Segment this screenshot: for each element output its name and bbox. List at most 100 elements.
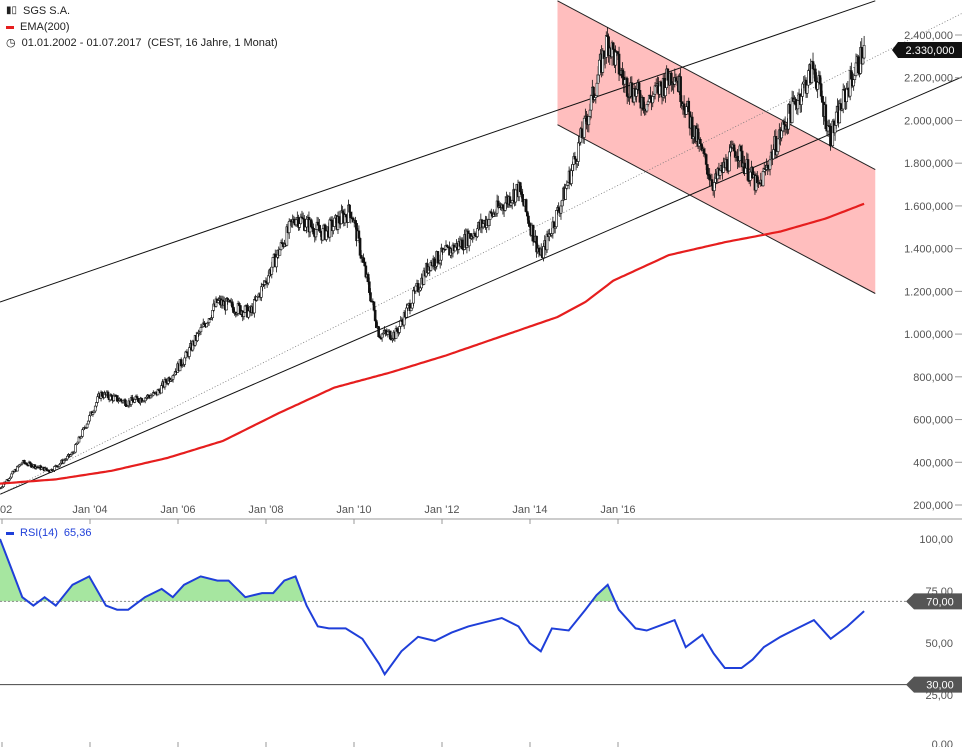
- candle-body: [637, 82, 641, 91]
- candle-body: [528, 223, 531, 227]
- x-tick-label: Jan '16: [600, 504, 635, 516]
- candle-body: [333, 217, 336, 227]
- candle-body: [325, 230, 328, 240]
- rsi-level-tag: [906, 676, 962, 693]
- candle-body: [292, 218, 296, 224]
- price-tick-label: 200,000: [913, 500, 953, 512]
- down-channel-lower-line: [557, 124, 876, 294]
- candle-body: [309, 219, 313, 228]
- candle-body: [131, 397, 134, 401]
- candle-icon: ▮▯: [6, 5, 18, 16]
- candle-body: [824, 104, 828, 130]
- candle-body: [761, 171, 765, 187]
- candle-body: [679, 76, 682, 103]
- candle-body: [211, 310, 214, 319]
- candle-body: [124, 399, 127, 406]
- price-pane: 200,000 400,000 600,000 800,000 1.000,000 1.2…: [0, 0, 962, 524]
- candle-body: [739, 145, 743, 152]
- candle-body: [66, 455, 69, 460]
- candle-body: [369, 292, 372, 302]
- candle-body: [570, 170, 573, 184]
- candle-body: [664, 87, 667, 97]
- candle-body: [287, 220, 291, 233]
- candle-body: [699, 138, 702, 145]
- candle-body: [481, 223, 485, 228]
- candle-body: [406, 304, 409, 309]
- candle-body: [344, 214, 348, 218]
- candle-body: [588, 109, 592, 117]
- candle-body: [341, 210, 344, 214]
- candle-body: [595, 82, 599, 96]
- candle-body: [670, 72, 673, 85]
- candle-body: [587, 116, 591, 126]
- candle-body: [373, 309, 377, 321]
- candle-body: [560, 199, 564, 207]
- candle-body: [199, 327, 203, 333]
- rsi-tick-label: 25,00: [925, 690, 953, 702]
- candle-body: [380, 333, 384, 339]
- candle-body: [23, 460, 26, 464]
- candle-body: [801, 83, 804, 97]
- x-tick-label: Jan '12: [424, 504, 459, 516]
- candle-body: [814, 68, 817, 82]
- candle-body: [183, 357, 186, 365]
- candle-body: [542, 246, 545, 259]
- candle-body: [368, 281, 371, 293]
- candle-body: [776, 138, 780, 152]
- candle-body: [188, 347, 191, 357]
- candle-body: [377, 326, 380, 337]
- candle-body: [565, 185, 569, 189]
- candle-body: [366, 274, 370, 283]
- candle-body: [349, 211, 353, 219]
- candle-body: [834, 111, 838, 126]
- candle-body: [100, 391, 104, 397]
- candle-body: [780, 130, 783, 139]
- candle-body: [411, 302, 414, 309]
- rsi-line: [0, 538, 865, 677]
- candle-body: [96, 396, 99, 403]
- candle-body: [88, 415, 91, 422]
- candle-body: [642, 97, 645, 110]
- candle-body: [294, 219, 298, 226]
- candle-body: [821, 95, 824, 103]
- candle-body: [357, 230, 361, 239]
- candle-body: [316, 221, 320, 226]
- candle-body: [453, 246, 457, 252]
- price-tick-label: 1.000,000: [904, 329, 953, 341]
- candle-body: [179, 359, 183, 367]
- candle-body: [388, 330, 392, 340]
- candle-body: [271, 257, 275, 268]
- candle-body: [805, 84, 809, 94]
- candle-body: [278, 249, 282, 256]
- candle-body: [10, 473, 13, 478]
- down-channel: [557, 0, 876, 294]
- candle-body: [305, 218, 308, 228]
- candle-body: [623, 79, 627, 85]
- candle-body: [537, 247, 541, 252]
- candle-body: [782, 121, 786, 125]
- candle-body: [728, 151, 731, 172]
- timezone-label: (CEST, 16 Jahre, 1 Monat): [147, 37, 278, 49]
- candle-body: [328, 219, 332, 238]
- price-tick-label: 600,000: [913, 415, 953, 427]
- candle-body: [706, 164, 709, 175]
- rsi-level-tag-label: 30,00: [926, 680, 954, 692]
- price-tick-label: 1.400,000: [904, 244, 953, 256]
- candle-body: [160, 385, 163, 394]
- candle-body: [819, 83, 823, 97]
- candle-body: [133, 399, 137, 403]
- candle-body: [611, 42, 615, 50]
- candle-body: [372, 301, 376, 311]
- candle-body: [395, 328, 399, 332]
- candle-body: [503, 202, 507, 211]
- candle-body: [614, 51, 617, 66]
- last-price-tag-label: 2.330,000: [906, 45, 955, 57]
- x-tick-label: Jan '06: [160, 504, 195, 516]
- price-tick-label: 1.200,000: [904, 286, 953, 298]
- candle-body: [275, 256, 278, 268]
- ema-label: EMA(200): [20, 21, 70, 33]
- price-tick-label: 800,000: [913, 372, 953, 384]
- candle-body: [531, 224, 535, 242]
- candle-body: [585, 115, 588, 122]
